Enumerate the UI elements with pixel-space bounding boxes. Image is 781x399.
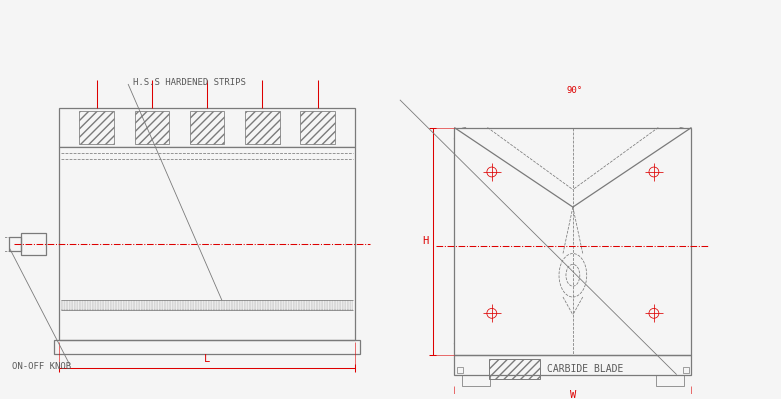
Bar (656, 375, 683, 387)
Bar (489, 359, 540, 379)
Bar (190, 111, 224, 144)
Text: ON-OFF KNOB: ON-OFF KNOB (12, 362, 72, 371)
Bar (9, 237, 21, 251)
Bar (134, 111, 169, 144)
Bar (245, 111, 280, 144)
Text: H.S.S HARDENED STRIPS: H.S.S HARDENED STRIPS (133, 77, 246, 87)
Bar (54, 340, 360, 354)
Bar (455, 355, 691, 375)
Bar (457, 367, 463, 373)
Bar (300, 111, 335, 144)
Text: L: L (204, 354, 210, 364)
Bar (683, 367, 689, 373)
Bar (455, 128, 691, 355)
Bar (21, 233, 46, 255)
Text: H: H (423, 236, 429, 246)
Bar (59, 147, 355, 340)
Text: W: W (569, 390, 576, 399)
Bar (59, 108, 355, 147)
Bar (80, 111, 114, 144)
Bar (462, 375, 490, 387)
Text: 90°: 90° (567, 86, 583, 95)
Text: CARBIDE BLADE: CARBIDE BLADE (547, 363, 623, 374)
